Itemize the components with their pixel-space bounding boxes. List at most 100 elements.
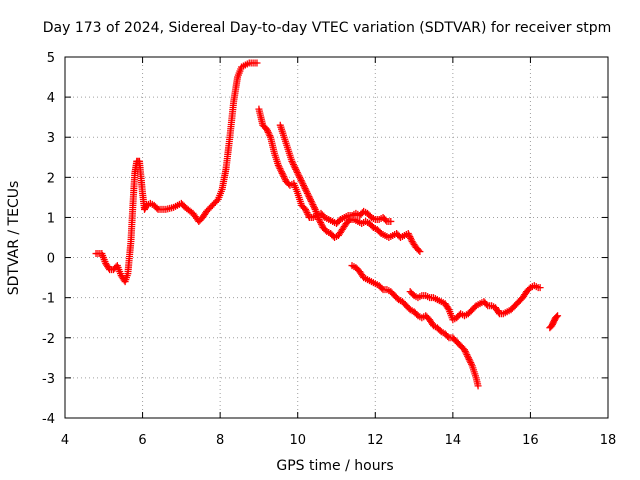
data-point (291, 164, 299, 172)
x-axis-label: GPS time / hours (276, 458, 393, 474)
data-point (474, 382, 482, 390)
data-point (298, 178, 306, 186)
x-tick-label: 18 (600, 433, 617, 448)
data-point (266, 132, 274, 140)
x-tick-label: 14 (445, 433, 462, 448)
data-point (265, 130, 273, 138)
data-point (299, 180, 307, 188)
data-point (296, 175, 304, 183)
data-point (289, 159, 297, 167)
series-track-a (92, 59, 261, 286)
data-point (308, 199, 316, 207)
data-point (293, 167, 301, 175)
chart-title: Day 173 of 2024, Sidereal Day-to-day VTE… (43, 20, 612, 36)
data-point (276, 165, 284, 173)
data-point (263, 127, 271, 135)
data-point (303, 189, 311, 197)
plot-frame (64, 56, 609, 419)
data-point (310, 202, 318, 210)
y-tick-label: -2 (42, 332, 55, 347)
data-point (304, 191, 312, 199)
y-tick-label: 2 (47, 171, 55, 186)
x-tick-label: 6 (138, 433, 146, 448)
data-point (465, 355, 473, 363)
data-point (536, 284, 544, 292)
data-point (482, 300, 490, 308)
data-point (280, 173, 288, 181)
data-point (317, 219, 325, 227)
data-point (302, 186, 310, 194)
data-point (382, 216, 390, 224)
x-tick-label: 4 (61, 433, 69, 448)
data-point (444, 304, 452, 312)
data-point (302, 207, 310, 215)
data-point (301, 205, 309, 213)
grid-lines (65, 57, 608, 418)
data-point (466, 357, 474, 365)
data-point (463, 351, 471, 359)
data-point (292, 165, 300, 173)
data-point (315, 215, 323, 223)
data-point (553, 313, 561, 321)
y-tick-label: 1 (47, 211, 55, 226)
data-point (404, 229, 412, 237)
x-axis-ticks: 4 6 8 10 12 14 16 18 (61, 57, 616, 448)
y-tick-label: 3 (47, 131, 55, 146)
data-point (310, 204, 318, 212)
x-tick-label: 8 (216, 433, 224, 448)
series-track-e (406, 282, 544, 324)
data-point (307, 197, 315, 205)
data-point (464, 354, 472, 362)
y-tick-label: -3 (42, 372, 55, 387)
data-point (304, 210, 312, 218)
data-point (305, 193, 313, 201)
data-point (277, 168, 285, 176)
series-track-f (546, 312, 562, 332)
data-point (467, 359, 475, 367)
y-tick-label: -4 (42, 412, 55, 427)
data-point (415, 246, 423, 254)
data-point (253, 59, 261, 67)
data-point (464, 352, 472, 360)
data-point (405, 231, 413, 239)
data-point (306, 194, 314, 202)
data-point (406, 233, 414, 241)
y-axis-ticks: -4 -3 -2 -1 0 1 2 3 4 5 (42, 51, 608, 427)
data-point (294, 170, 302, 178)
x-tick-label: 16 (522, 433, 539, 448)
data-point (300, 181, 308, 189)
data-point (301, 185, 309, 193)
data-point (274, 161, 282, 169)
data-point (213, 197, 221, 205)
x-tick-label: 12 (367, 433, 384, 448)
data-point (295, 172, 303, 180)
data-point (554, 312, 562, 320)
data-point (278, 169, 286, 177)
data-point (407, 234, 415, 242)
data-series (92, 59, 562, 390)
data-point (263, 125, 271, 133)
data-point (467, 360, 475, 368)
data-point (316, 217, 324, 225)
data-point (444, 332, 452, 340)
data-point (264, 128, 272, 136)
data-point (293, 169, 301, 177)
y-tick-label: 5 (47, 51, 55, 66)
data-point (275, 163, 283, 171)
y-tick-label: 4 (47, 91, 55, 106)
x-tick-label: 10 (289, 433, 306, 448)
data-point (303, 188, 311, 196)
series-track-d (348, 262, 482, 390)
data-point (378, 284, 386, 292)
data-point (460, 346, 468, 354)
data-point (303, 209, 311, 217)
series-track-b (255, 105, 395, 227)
data-point (416, 248, 424, 256)
data-point (387, 217, 395, 225)
data-point (309, 201, 317, 209)
series-track-c (276, 121, 424, 256)
data-point (290, 162, 298, 170)
data-point (153, 204, 161, 212)
data-point (317, 220, 325, 228)
